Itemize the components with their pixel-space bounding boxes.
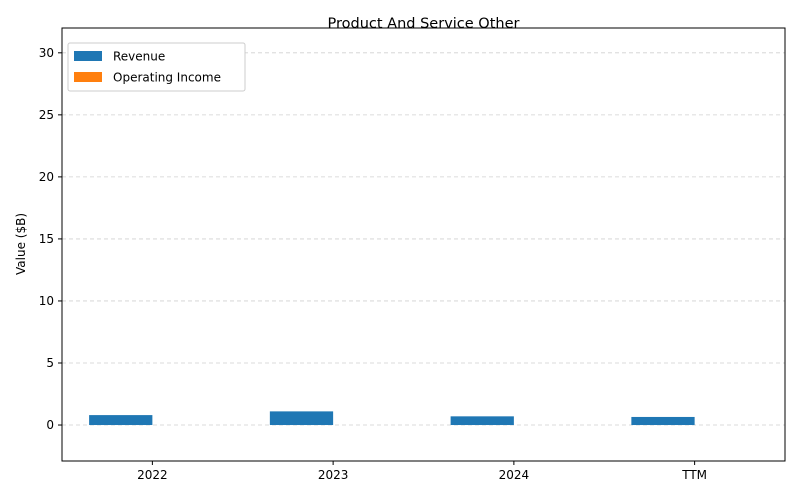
y-tick-label: 30 (39, 46, 54, 60)
y-tick-label: 5 (46, 356, 54, 370)
y-tick-label: 25 (39, 108, 54, 122)
x-tick-label: 2023 (318, 468, 349, 482)
bar-revenue (450, 416, 514, 426)
bar-revenue (631, 416, 695, 426)
legend-box (67, 42, 246, 92)
legend-swatch-revenue (74, 51, 102, 61)
y-tick-label: 10 (39, 294, 54, 308)
x-tick-label: 2022 (137, 468, 168, 482)
gridlines (62, 52, 785, 426)
plot-frame (61, 27, 786, 462)
legend-label-revenue: Revenue (113, 50, 165, 64)
y-tick-label: 20 (39, 170, 54, 184)
x-tick-label: 2024 (499, 468, 530, 482)
y-tick-label: 15 (39, 232, 54, 246)
chart-title: Product And Service Other (328, 16, 520, 32)
bar-revenue (269, 411, 334, 426)
y-tick-label: 0 (46, 418, 54, 432)
x-ticks: 2022 2023 2024 TTM (137, 461, 707, 482)
legend: Revenue Operating Income (67, 42, 246, 92)
bar-revenue (89, 415, 153, 426)
y-ticks: 0 5 10 15 20 25 30 (39, 46, 62, 432)
legend-swatch-operating-income (74, 72, 102, 82)
legend-label-operating-income: Operating Income (113, 71, 221, 85)
bars (89, 411, 695, 426)
y-axis-label: Value ($B) (14, 213, 28, 275)
x-tick-label: TTM (681, 468, 707, 482)
